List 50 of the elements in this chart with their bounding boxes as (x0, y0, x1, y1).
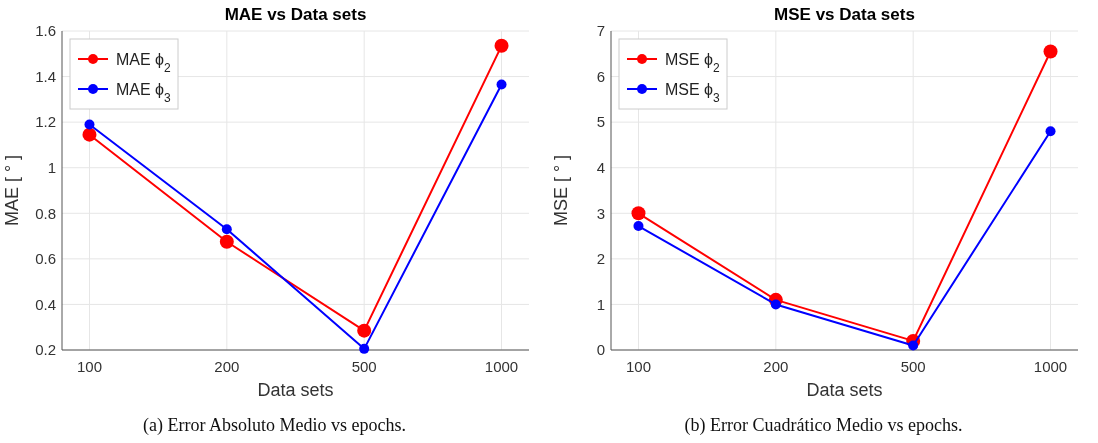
point (496, 79, 507, 90)
point (219, 234, 234, 249)
y-tick-label: 1 (596, 295, 605, 313)
x-tick-label: 500 (351, 358, 377, 375)
y-tick-label: 0.6 (35, 250, 56, 268)
y-tick-label: 0.4 (35, 295, 56, 313)
y-tick-label: 2 (596, 250, 605, 268)
chart-title: MAE vs Data sets (224, 5, 367, 24)
chart-title: MSE vs Data sets (774, 5, 915, 24)
point (221, 224, 232, 235)
legend-label: MAE ϕ$_{3}$ (116, 80, 172, 105)
x-tick-label: 100 (625, 358, 651, 375)
y-tick-label: 0 (596, 341, 605, 359)
y-tick-label: 6 (596, 67, 605, 85)
x-axis-title: Data sets (257, 380, 334, 400)
point (770, 299, 781, 310)
y-tick-label: 1.6 (35, 22, 56, 40)
point (633, 221, 644, 232)
y-axis-title: MAE [ ° ] (2, 154, 22, 227)
x-tick-label: 200 (763, 358, 789, 375)
x-axis-title: Data sets (806, 380, 883, 400)
x-tick-label: 1000 (1033, 358, 1068, 375)
legend-label: MSE ϕ$_{2}$ (665, 50, 721, 75)
point (631, 206, 646, 221)
point (84, 119, 95, 130)
y-axis-title: MSE [ ° ] (551, 154, 571, 227)
point (359, 343, 370, 354)
y-tick-label: 0.8 (35, 204, 56, 222)
point (82, 127, 97, 142)
x-tick-label: 500 (900, 358, 926, 375)
x-tick-label: 100 (76, 358, 102, 375)
x-tick-label: 1000 (484, 358, 519, 375)
x-tick-label: 200 (214, 358, 240, 375)
y-tick-label: 1 (47, 158, 56, 176)
y-tick-label: 3 (596, 204, 605, 222)
point (494, 38, 509, 53)
text: (a) Error Absoluto Medio vs epochs. (143, 415, 406, 436)
point (357, 323, 372, 338)
point (1045, 126, 1056, 137)
y-tick-label: 4 (596, 158, 605, 176)
legend-label: MSE ϕ$_{3}$ (665, 80, 721, 105)
y-tick-label: 5 (596, 113, 605, 131)
y-tick-label: 7 (596, 22, 605, 40)
legend-label: MAE ϕ$_{2}$ (116, 50, 172, 75)
y-tick-label: 1.2 (35, 113, 56, 131)
point (1043, 44, 1058, 59)
point (908, 340, 919, 351)
y-tick-label: 0.2 (35, 341, 56, 359)
y-tick-label: 1.4 (35, 67, 56, 85)
text: (b) Error Cuadrático Medio vs epochs. (684, 415, 963, 436)
